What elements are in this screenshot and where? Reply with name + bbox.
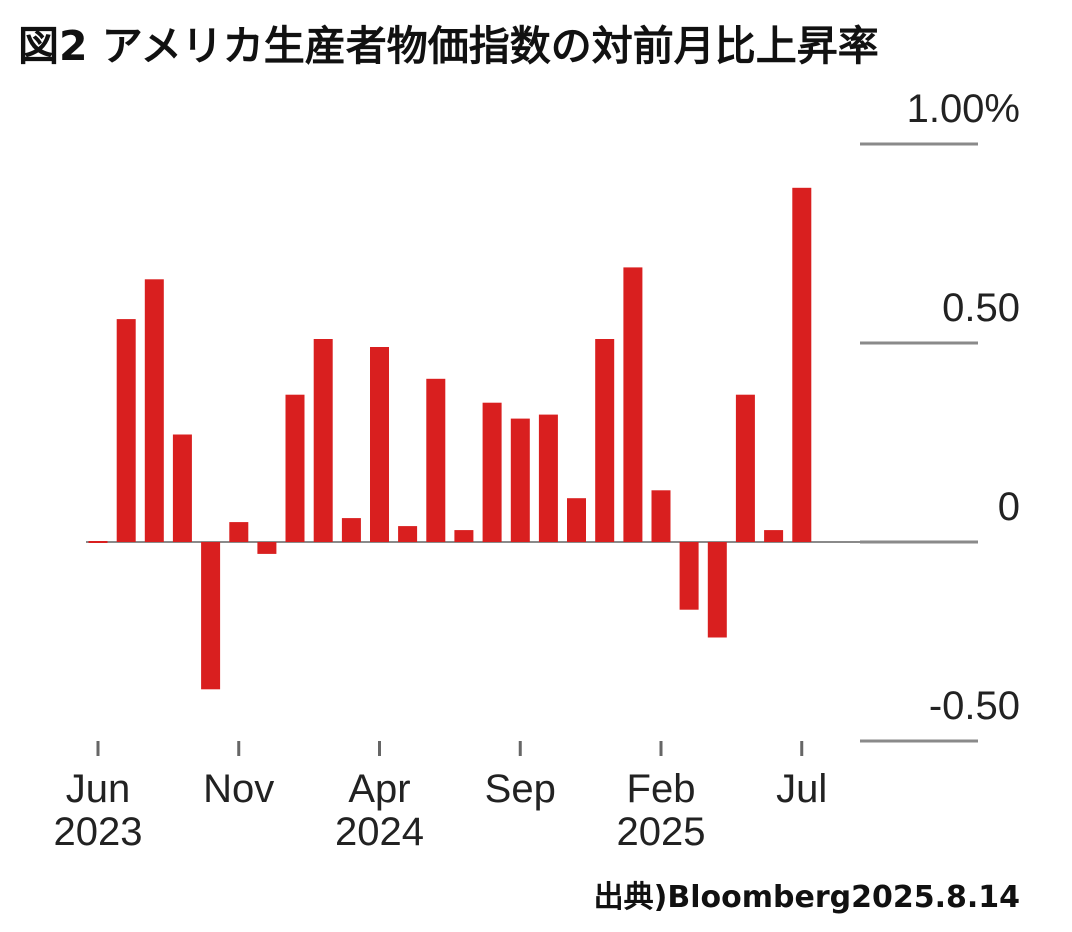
source-note: 出典)Bloomberg2025.8.14 (593, 880, 1020, 915)
x-tick-month-5: Jul (776, 767, 827, 811)
x-tick-month-1: Nov (203, 767, 274, 811)
bar-23 (735, 394, 755, 542)
bar-8 (313, 339, 333, 542)
bar-22 (707, 542, 727, 638)
bar-21 (679, 542, 699, 610)
bar-25 (792, 187, 812, 543)
bar-16 (538, 414, 558, 542)
bar-14 (482, 402, 502, 542)
bar-2 (144, 279, 164, 542)
x-tick-year-0: 2023 (54, 810, 143, 854)
bar-11 (398, 526, 418, 542)
bar-9 (341, 518, 361, 542)
x-tick-month-3: Sep (485, 767, 556, 811)
bar-19 (623, 267, 643, 542)
bar-5 (229, 522, 249, 542)
x-tick-year-2: 2024 (335, 810, 424, 854)
bar-10 (370, 347, 389, 542)
bar-3 (172, 434, 192, 542)
x-tick-year-4: 2025 (617, 810, 706, 854)
x-tick-month-2: Apr (348, 767, 410, 811)
y-tick-label-0: 1.00% (907, 87, 1020, 131)
bars-layer (88, 187, 812, 690)
y-axis-ticks-layer: 1.00% 0.50 0 -0.50 (860, 87, 1020, 743)
bar-4 (201, 542, 221, 690)
y-tick-label-1: 0.50 (942, 286, 1020, 330)
x-tick-month-4: Feb (627, 767, 696, 811)
bar-7 (285, 394, 305, 542)
bar-18 (595, 339, 615, 542)
y-tick-label-3: -0.50 (929, 684, 1020, 728)
bar-17 (567, 498, 586, 542)
bar-1 (116, 319, 136, 542)
bar-6 (257, 542, 277, 554)
bar-15 (510, 418, 530, 542)
bar-13 (454, 530, 474, 542)
bar-20 (651, 490, 671, 542)
bar-0 (88, 541, 108, 543)
x-tick-month-0: Jun (66, 767, 131, 811)
bar-24 (764, 530, 784, 542)
y-tick-label-2: 0 (998, 485, 1020, 529)
bar-12 (426, 378, 446, 542)
chart-title: 図2 アメリカ生産者物価指数の対前月比上昇率 (18, 22, 879, 70)
